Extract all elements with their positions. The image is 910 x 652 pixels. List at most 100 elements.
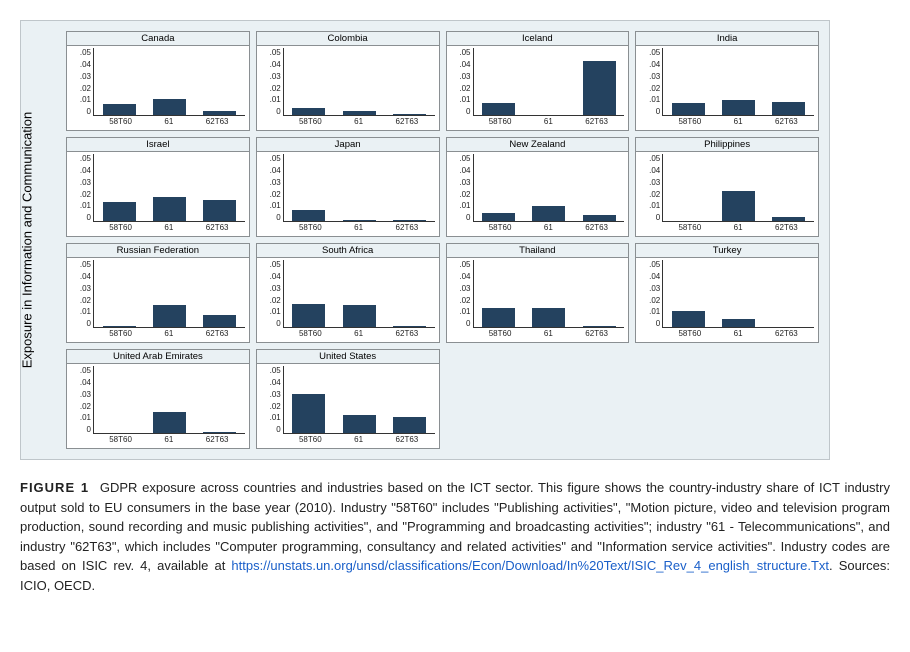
x-tick-label: 61 [354, 329, 363, 342]
y-ticks: 0.01.02.03.04.05 [636, 152, 662, 236]
bar [772, 102, 805, 115]
bar [203, 111, 236, 115]
panel-title: Canada [66, 31, 250, 46]
y-tick-label: .02 [270, 84, 281, 93]
plot-area: 58T606162T63 [283, 48, 435, 130]
figure-label: FIGURE 1 [20, 480, 89, 495]
panel-iceland: Iceland0.01.02.03.04.0558T606162T63 [446, 31, 630, 131]
x-tick-label: 58T60 [299, 329, 322, 342]
y-tick-label: .05 [459, 48, 470, 57]
panel-title: United Arab Emirates [66, 349, 250, 364]
panel-colombia: Colombia0.01.02.03.04.0558T606162T63 [256, 31, 440, 131]
plot-area: 58T606162T63 [93, 366, 245, 448]
y-tick-label: .01 [270, 307, 281, 316]
x-tick-label: 61 [734, 329, 743, 342]
plot-area: 58T606162T63 [283, 366, 435, 448]
bar [203, 200, 236, 221]
y-tick-label: .01 [459, 95, 470, 104]
bar [583, 215, 616, 221]
y-tick-label: .01 [80, 413, 91, 422]
y-tick-label: .05 [80, 48, 91, 57]
panel-title: Russian Federation [66, 243, 250, 258]
bar [103, 326, 136, 327]
x-tick-label: 61 [164, 435, 173, 448]
bars-row [473, 260, 625, 328]
bar [153, 412, 186, 433]
bar [292, 108, 325, 115]
bars-row [283, 366, 435, 434]
plot-area: 58T606162T63 [473, 154, 625, 236]
y-tick-label: .05 [459, 260, 470, 269]
plot-area: 58T606162T63 [93, 154, 245, 236]
panel-title: Thailand [446, 243, 630, 258]
y-tick-label: .05 [649, 48, 660, 57]
y-tick-label: .02 [270, 402, 281, 411]
x-tick-label: 61 [734, 223, 743, 236]
y-tick-label: 0 [87, 213, 91, 222]
x-labels: 58T606162T63 [662, 117, 814, 130]
x-tick-label: 62T63 [396, 329, 419, 342]
x-tick-label: 62T63 [775, 117, 798, 130]
y-tick-label: .05 [80, 154, 91, 163]
x-tick-label: 58T60 [299, 117, 322, 130]
panel-plot: 0.01.02.03.04.0558T606162T63 [446, 258, 630, 343]
bars-row [662, 48, 814, 116]
x-tick-label: 58T60 [109, 223, 132, 236]
bar [103, 104, 136, 115]
y-tick-label: .01 [270, 413, 281, 422]
y-tick-label: .04 [459, 272, 470, 281]
y-tick-label: .02 [80, 296, 91, 305]
plot-area: 58T606162T63 [662, 48, 814, 130]
figure-container: Exposure in Information and Communicatio… [20, 20, 890, 595]
y-tick-label: .04 [80, 60, 91, 69]
y-tick-label: .04 [270, 60, 281, 69]
bars-row [93, 366, 245, 434]
y-tick-label: .02 [649, 296, 660, 305]
bar [153, 305, 186, 327]
x-labels: 58T606162T63 [93, 223, 245, 236]
x-tick-label: 61 [354, 223, 363, 236]
bar [153, 197, 186, 221]
x-labels: 58T606162T63 [662, 223, 814, 236]
x-tick-label: 62T63 [396, 223, 419, 236]
y-ticks: 0.01.02.03.04.05 [257, 258, 283, 342]
bars-row [662, 260, 814, 328]
y-tick-label: .03 [270, 390, 281, 399]
panel-new-zealand: New Zealand0.01.02.03.04.0558T606162T63 [446, 137, 630, 237]
x-labels: 58T606162T63 [283, 435, 435, 448]
bar [153, 99, 186, 115]
panel-plot: 0.01.02.03.04.0558T606162T63 [446, 46, 630, 131]
panel-plot: 0.01.02.03.04.0558T606162T63 [635, 258, 819, 343]
y-tick-label: .04 [80, 272, 91, 281]
x-tick-label: 58T60 [678, 329, 701, 342]
bar [583, 61, 616, 115]
x-labels: 58T606162T63 [473, 117, 625, 130]
y-tick-label: 0 [87, 425, 91, 434]
x-labels: 58T606162T63 [93, 435, 245, 448]
y-ticks: 0.01.02.03.04.05 [67, 258, 93, 342]
y-ticks: 0.01.02.03.04.05 [257, 364, 283, 448]
panel-title: United States [256, 349, 440, 364]
x-tick-label: 62T63 [206, 117, 229, 130]
x-labels: 58T606162T63 [93, 329, 245, 342]
bar [292, 304, 325, 327]
bar [393, 417, 426, 433]
panel-title: South Africa [256, 243, 440, 258]
bars-row [473, 48, 625, 116]
y-ticks: 0.01.02.03.04.05 [257, 152, 283, 236]
bar [343, 415, 376, 433]
y-tick-label: .05 [649, 260, 660, 269]
plot-area: 58T60 61 62T63 [283, 260, 435, 342]
x-labels: 58T606162T63 [283, 223, 435, 236]
bar [772, 217, 805, 221]
panel-plot: 0.01.02.03.04.0558T606162T63 [66, 46, 250, 131]
y-tick-label: .03 [80, 72, 91, 81]
bar [393, 220, 426, 221]
bar [343, 220, 376, 221]
caption-link[interactable]: https://unstats.un.org/unsd/classificati… [231, 558, 829, 573]
y-tick-label: 0 [276, 319, 280, 328]
y-tick-label: 0 [656, 213, 660, 222]
plot-area: 58T606162T63 [473, 48, 625, 130]
y-ticks: 0.01.02.03.04.05 [67, 152, 93, 236]
y-tick-label: .02 [270, 296, 281, 305]
